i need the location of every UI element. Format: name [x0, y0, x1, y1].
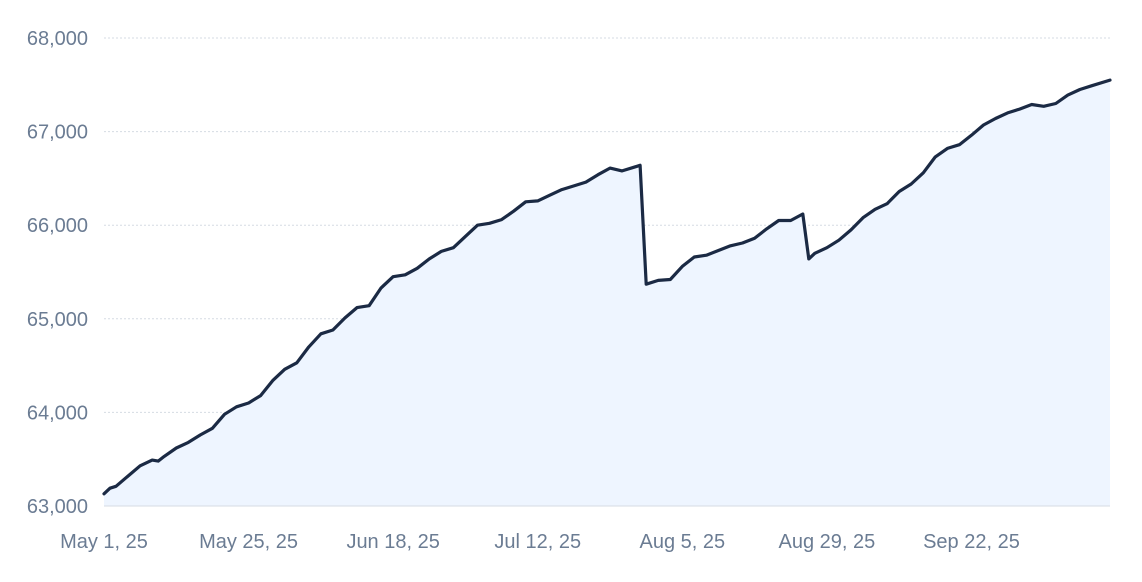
x-tick-label: Sep 22, 25	[923, 531, 1020, 553]
x-tick-label: Jul 12, 25	[494, 531, 581, 553]
y-tick-label: 65,000	[27, 309, 88, 331]
x-tick-label: May 25, 25	[199, 531, 298, 553]
series-area-fill	[104, 80, 1110, 506]
x-tick-label: May 1, 25	[60, 531, 148, 553]
y-tick-label: 64,000	[27, 402, 88, 424]
y-tick-label: 63,000	[27, 496, 88, 518]
y-tick-label: 68,000	[27, 28, 88, 50]
x-tick-label: Aug 5, 25	[639, 531, 725, 553]
area-layer	[102, 78, 1112, 506]
y-tick-label: 67,000	[27, 122, 88, 144]
series-line	[102, 78, 1112, 496]
tick-label-layer: 63,000 64,000 65,000 66,000 67,000 68,000 May …	[27, 28, 1020, 553]
y-tick-label: 66,000	[27, 215, 88, 237]
x-tick-label: Jun 18, 25	[346, 531, 439, 553]
x-tick-label: Aug 29, 25	[778, 531, 875, 553]
